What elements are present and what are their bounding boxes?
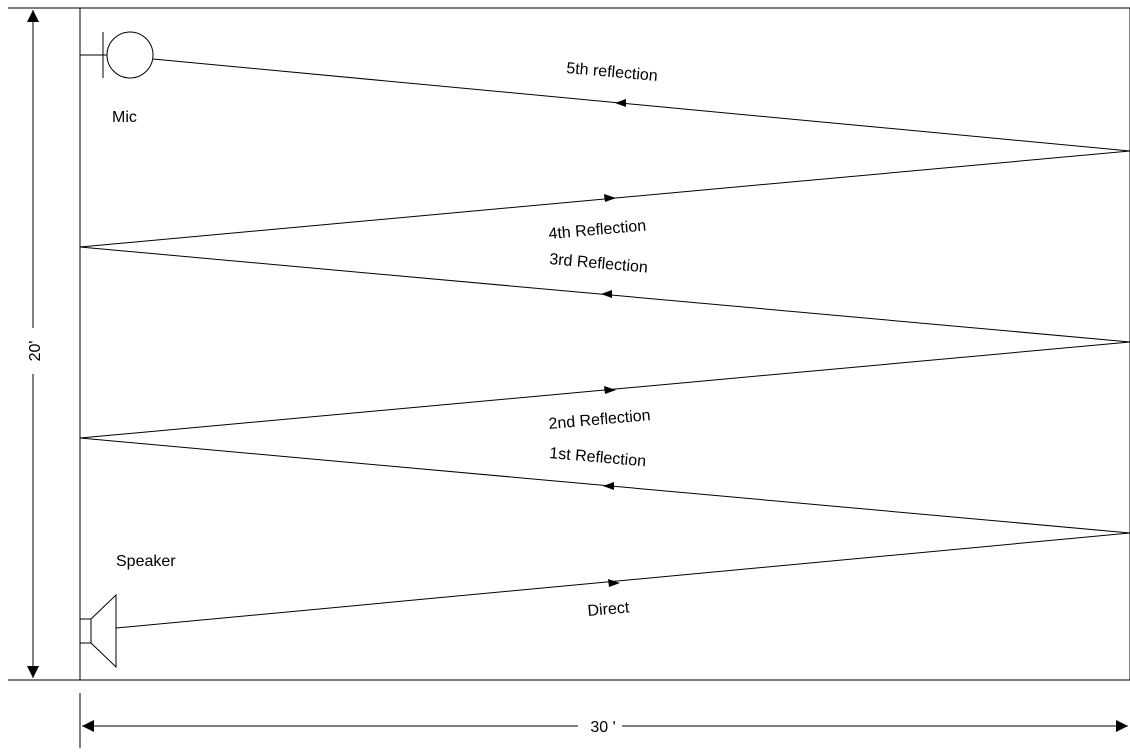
- width-label: 30 ': [590, 719, 615, 736]
- label-direct: Direct: [587, 599, 631, 620]
- speaker-icon: [79, 593, 117, 669]
- path-first-reflection: 1st Reflection: [79, 437, 1130, 534]
- mic-label: Mic: [112, 109, 137, 126]
- height-dimension: 20': [8, 7, 80, 681]
- path-direct: Direct: [115, 532, 1130, 629]
- label-fourth: 4th Reflection: [548, 218, 647, 243]
- microphone-icon: [80, 31, 154, 79]
- arrow-fifth: [615, 99, 626, 107]
- arrow-first: [603, 482, 614, 490]
- path-fifth-reflection: 5th reflection: [152, 58, 1130, 152]
- path-third-reflection: 3rd Reflection: [79, 246, 1130, 343]
- path-second-reflection: 2nd Reflection: [79, 341, 1130, 439]
- width-dimension: 30 ': [79, 693, 1128, 748]
- path-fourth-reflection: 4th Reflection: [79, 150, 1130, 248]
- room-outline: [79, 7, 1130, 681]
- arrow-fourth: [604, 194, 616, 202]
- arrow-third: [601, 290, 612, 298]
- label-second: 2nd Reflection: [548, 407, 651, 433]
- speaker-label: Speaker: [116, 553, 176, 570]
- label-third: 3rd Reflection: [549, 251, 649, 277]
- arrow-direct: [608, 579, 620, 587]
- label-first: 1st Reflection: [549, 445, 647, 470]
- height-label: 20': [27, 341, 44, 362]
- arrow-second: [604, 386, 616, 394]
- label-fifth: 5th reflection: [566, 60, 659, 85]
